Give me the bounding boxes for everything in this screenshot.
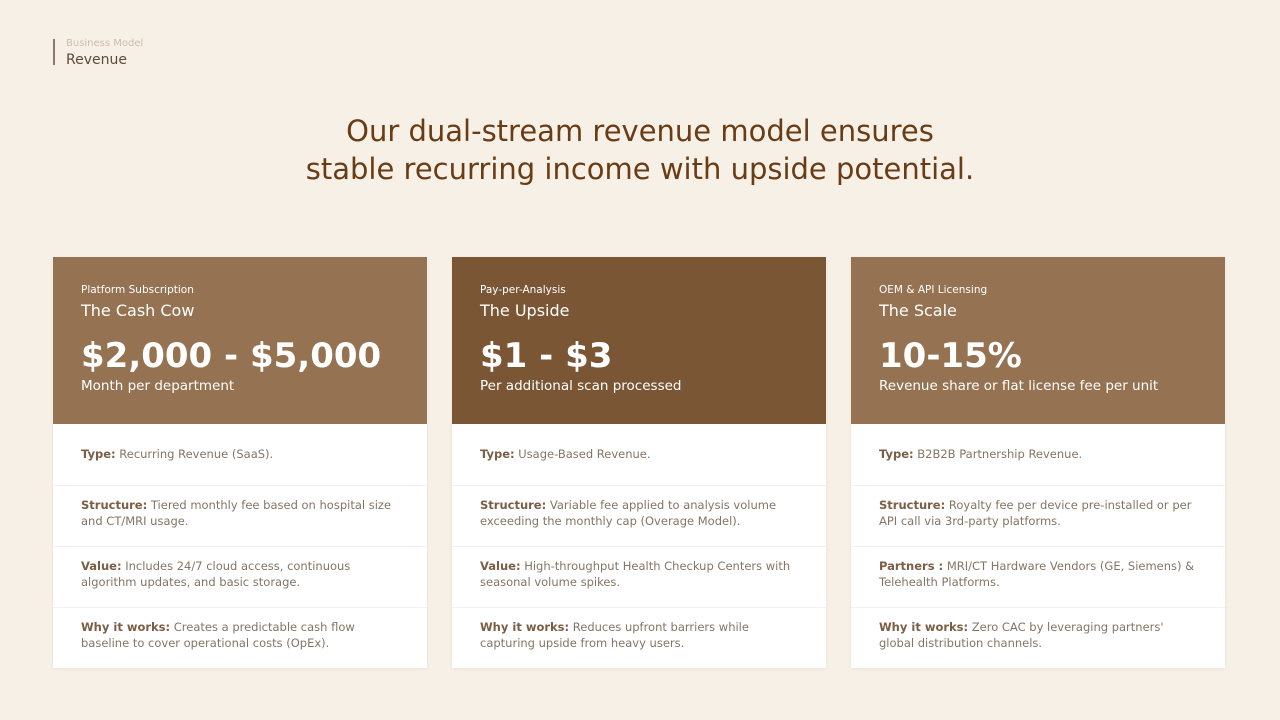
detail-text: Recurring Revenue (SaaS).	[119, 447, 274, 461]
card-detail-row: Structure: Variable fee applied to analy…	[452, 485, 826, 546]
detail-text: MRI/CT Hardware Vendors (GE, Siemens) & …	[879, 559, 1195, 589]
detail-text: Tiered monthly fee based on hospital siz…	[81, 498, 392, 528]
page-title: Our dual-stream revenue model ensures st…	[0, 112, 1280, 188]
card-detail-row: Type: B2B2B Partnership Revenue.	[851, 424, 1225, 485]
breadcrumb: Business Model Revenue	[53, 38, 144, 68]
card-price: 10-15%	[879, 336, 1022, 376]
card-header: Platform Subscription The Cash Cow $2,00…	[53, 257, 427, 424]
detail-label: Value:	[480, 559, 521, 573]
card-detail-row: Type: Usage-Based Revenue.	[452, 424, 826, 485]
card-detail-row: Type: Recurring Revenue (SaaS).	[53, 424, 427, 485]
card-category: OEM & API Licensing	[879, 284, 988, 296]
detail-label: Type:	[81, 447, 116, 461]
detail-text: Reduces upfront barriers while capturing…	[480, 620, 749, 650]
card-detail-row: Structure: Royalty fee per device pre-in…	[851, 485, 1225, 546]
detail-label: Why it works:	[81, 620, 171, 634]
card-details: Type: B2B2B Partnership Revenue. Structur…	[851, 424, 1225, 668]
detail-text: B2B2B Partnership Revenue.	[917, 447, 1083, 461]
card-price: $1 - $3	[480, 336, 613, 376]
detail-text: Zero CAC by leveraging partners' global …	[879, 620, 1164, 650]
title-line-1: Our dual-stream revenue model ensures	[346, 114, 934, 148]
detail-text: Variable fee applied to analysis volume …	[480, 498, 777, 528]
card-detail-row: Value: Includes 24/7 cloud access, conti…	[53, 546, 427, 607]
revenue-cards: Platform Subscription The Cash Cow $2,00…	[53, 257, 1225, 668]
card-category: Platform Subscription	[81, 284, 194, 296]
detail-label: Type:	[879, 447, 914, 461]
detail-text: Royalty fee per device pre-installed or …	[879, 498, 1192, 528]
card-details: Type: Usage-Based Revenue. Structure: Var…	[452, 424, 826, 668]
card-price: $2,000 - $5,000	[81, 336, 382, 376]
card-unit: Per additional scan processed	[480, 378, 682, 394]
detail-label: Type:	[480, 447, 515, 461]
card-unit: Revenue share or flat license fee per un…	[879, 378, 1159, 394]
card-details: Type: Recurring Revenue (SaaS). Structure…	[53, 424, 427, 668]
card-name: The Upside	[480, 301, 570, 320]
card-detail-row: Why it works: Zero CAC by leveraging par…	[851, 607, 1225, 668]
card-detail-row: Why it works: Reduces upfront barriers w…	[452, 607, 826, 668]
card-detail-row: Value: High-throughput Health Checkup Ce…	[452, 546, 826, 607]
detail-text: High-throughput Health Checkup Centers w…	[480, 559, 791, 589]
breadcrumb-section: Business Model	[66, 38, 144, 49]
breadcrumb-page: Revenue	[66, 52, 127, 68]
detail-text: Creates a predictable cash flow baseline…	[81, 620, 355, 650]
detail-text: Usage-Based Revenue.	[518, 447, 651, 461]
detail-text: Includes 24/7 cloud access, continuous a…	[81, 559, 351, 589]
detail-label: Value:	[81, 559, 122, 573]
revenue-card: Platform Subscription The Cash Cow $2,00…	[53, 257, 427, 668]
title-line-2: stable recurring income with upside pote…	[305, 152, 975, 186]
card-detail-row: Partners : MRI/CT Hardware Vendors (GE, …	[851, 546, 1225, 607]
revenue-card: OEM & API Licensing The Scale 10-15% Rev…	[851, 257, 1225, 668]
detail-label: Structure:	[81, 498, 148, 512]
card-name: The Cash Cow	[81, 301, 195, 320]
detail-label: Why it works:	[879, 620, 969, 634]
card-header: Pay-per-Analysis The Upside $1 - $3 Per …	[452, 257, 826, 424]
card-unit: Month per department	[81, 378, 235, 394]
detail-label: Partners :	[879, 559, 944, 573]
card-header: OEM & API Licensing The Scale 10-15% Rev…	[851, 257, 1225, 424]
revenue-card: Pay-per-Analysis The Upside $1 - $3 Per …	[452, 257, 826, 668]
card-detail-row: Structure: Tiered monthly fee based on h…	[53, 485, 427, 546]
detail-label: Why it works:	[480, 620, 570, 634]
card-detail-row: Why it works: Creates a predictable cash…	[53, 607, 427, 668]
detail-label: Structure:	[480, 498, 547, 512]
detail-label: Structure:	[879, 498, 946, 512]
card-category: Pay-per-Analysis	[480, 284, 566, 296]
card-name: The Scale	[879, 301, 957, 320]
